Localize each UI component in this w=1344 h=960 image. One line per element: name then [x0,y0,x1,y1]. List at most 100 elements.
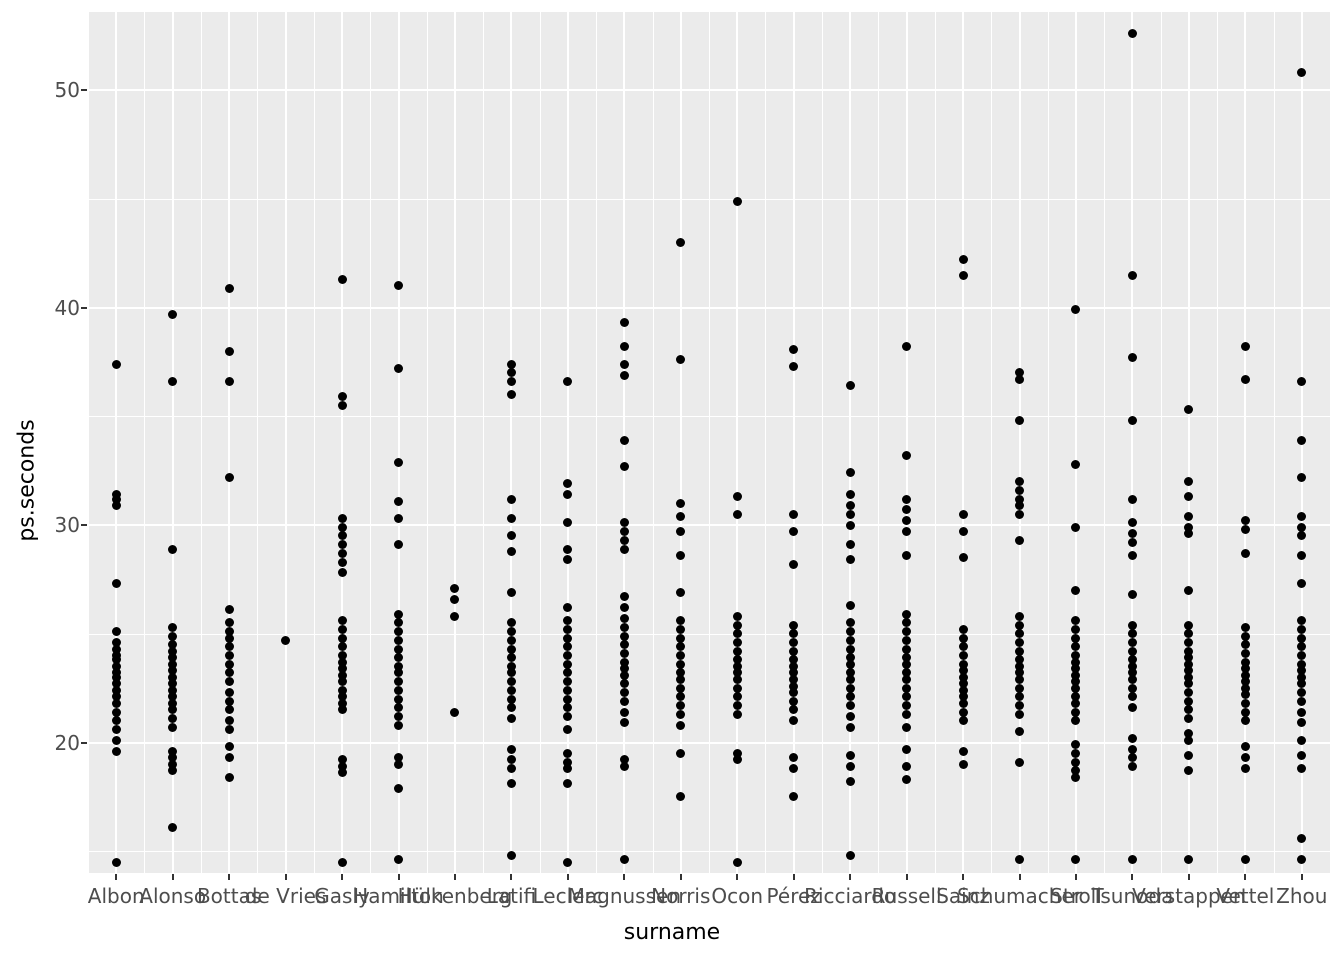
data-point [902,627,912,637]
data-point [845,501,855,511]
data-point [1127,683,1137,693]
data-point [168,766,178,776]
gridline-vertical-major [1131,12,1134,873]
data-point [224,725,234,734]
y-axis-tick-label: 50 [54,78,80,103]
data-point [224,633,234,643]
data-point [563,624,573,634]
gridline-vertical-minor [144,12,146,873]
data-point [168,659,178,669]
data-point [619,657,629,667]
data-point [563,764,573,774]
data-point [111,707,121,717]
data-point [902,527,912,537]
data-point [111,725,121,734]
data-point [337,755,347,765]
data-point [337,642,347,652]
data-point [1071,766,1081,776]
data-point [1071,664,1081,674]
data-point [845,692,855,702]
data-point [732,674,742,684]
data-point [506,627,516,637]
data-point [1297,688,1307,698]
gridline-vertical-minor [709,12,710,873]
data-point [168,622,178,632]
x-axis-tick-label: Albon [87,884,145,908]
data-point [1184,666,1194,676]
data-point [732,709,742,719]
data-point [902,701,912,711]
data-point [732,492,742,502]
data-point [168,692,178,702]
gridline-vertical-minor [821,12,823,873]
data-point [111,716,121,726]
data-point [394,661,403,671]
data-point [224,688,234,698]
data-point [619,592,629,602]
data-point [619,679,629,689]
data-point [224,283,234,293]
data-point [619,688,629,698]
data-point [902,683,912,693]
data-point [958,527,968,537]
data-point [789,688,799,698]
y-axis-title: ps.seconds [10,0,44,960]
data-point [563,555,573,565]
data-point [902,744,912,754]
data-point [1297,579,1307,589]
data-point [845,627,855,637]
data-point [1240,516,1250,526]
data-point [1127,270,1137,280]
data-point [676,748,686,758]
data-point [337,657,347,667]
data-point [619,370,629,380]
data-point [1127,551,1137,561]
data-point [732,692,742,702]
data-point [1071,772,1081,782]
gridline-vertical-major [341,12,344,873]
data-point [732,646,742,656]
y-axis-title-text: ps.seconds [14,418,40,542]
data-point [902,551,912,561]
data-point [619,696,629,706]
gridline-vertical-minor [765,12,767,873]
data-point [1240,374,1250,384]
gridline-vertical-major [115,12,118,873]
data-point [1184,688,1194,698]
data-point [1127,29,1137,39]
data-point [1071,716,1081,726]
data-point [506,359,516,369]
data-point [1015,494,1024,504]
data-point [506,635,516,645]
data-point [619,670,629,680]
y-axis-tick-label: 20 [54,730,80,755]
gridline-vertical-minor [539,12,541,873]
data-point [563,703,573,713]
data-point [1297,751,1307,761]
x-axis-tick-mark [736,874,739,880]
data-point [506,668,516,678]
data-point [789,668,799,678]
data-point [845,701,855,711]
data-point [1240,342,1250,352]
data-point [1240,707,1250,717]
data-point [1184,766,1194,776]
data-point [902,761,912,771]
data-point [789,716,799,726]
data-point [1015,668,1024,678]
gridline-vertical-major [284,12,287,873]
data-point [1071,651,1081,661]
gridline-vertical-major [1018,12,1021,873]
data-point [111,735,121,745]
x-axis-tick-mark [341,874,344,880]
data-point [394,753,403,763]
data-point [845,751,855,761]
data-point [337,664,347,674]
data-point [958,685,968,695]
data-point [1297,511,1307,521]
data-point [1015,477,1024,487]
data-point [845,520,855,530]
x-axis-tick-label: Leclerc [532,884,604,908]
data-point [902,451,912,461]
data-point [789,792,799,802]
